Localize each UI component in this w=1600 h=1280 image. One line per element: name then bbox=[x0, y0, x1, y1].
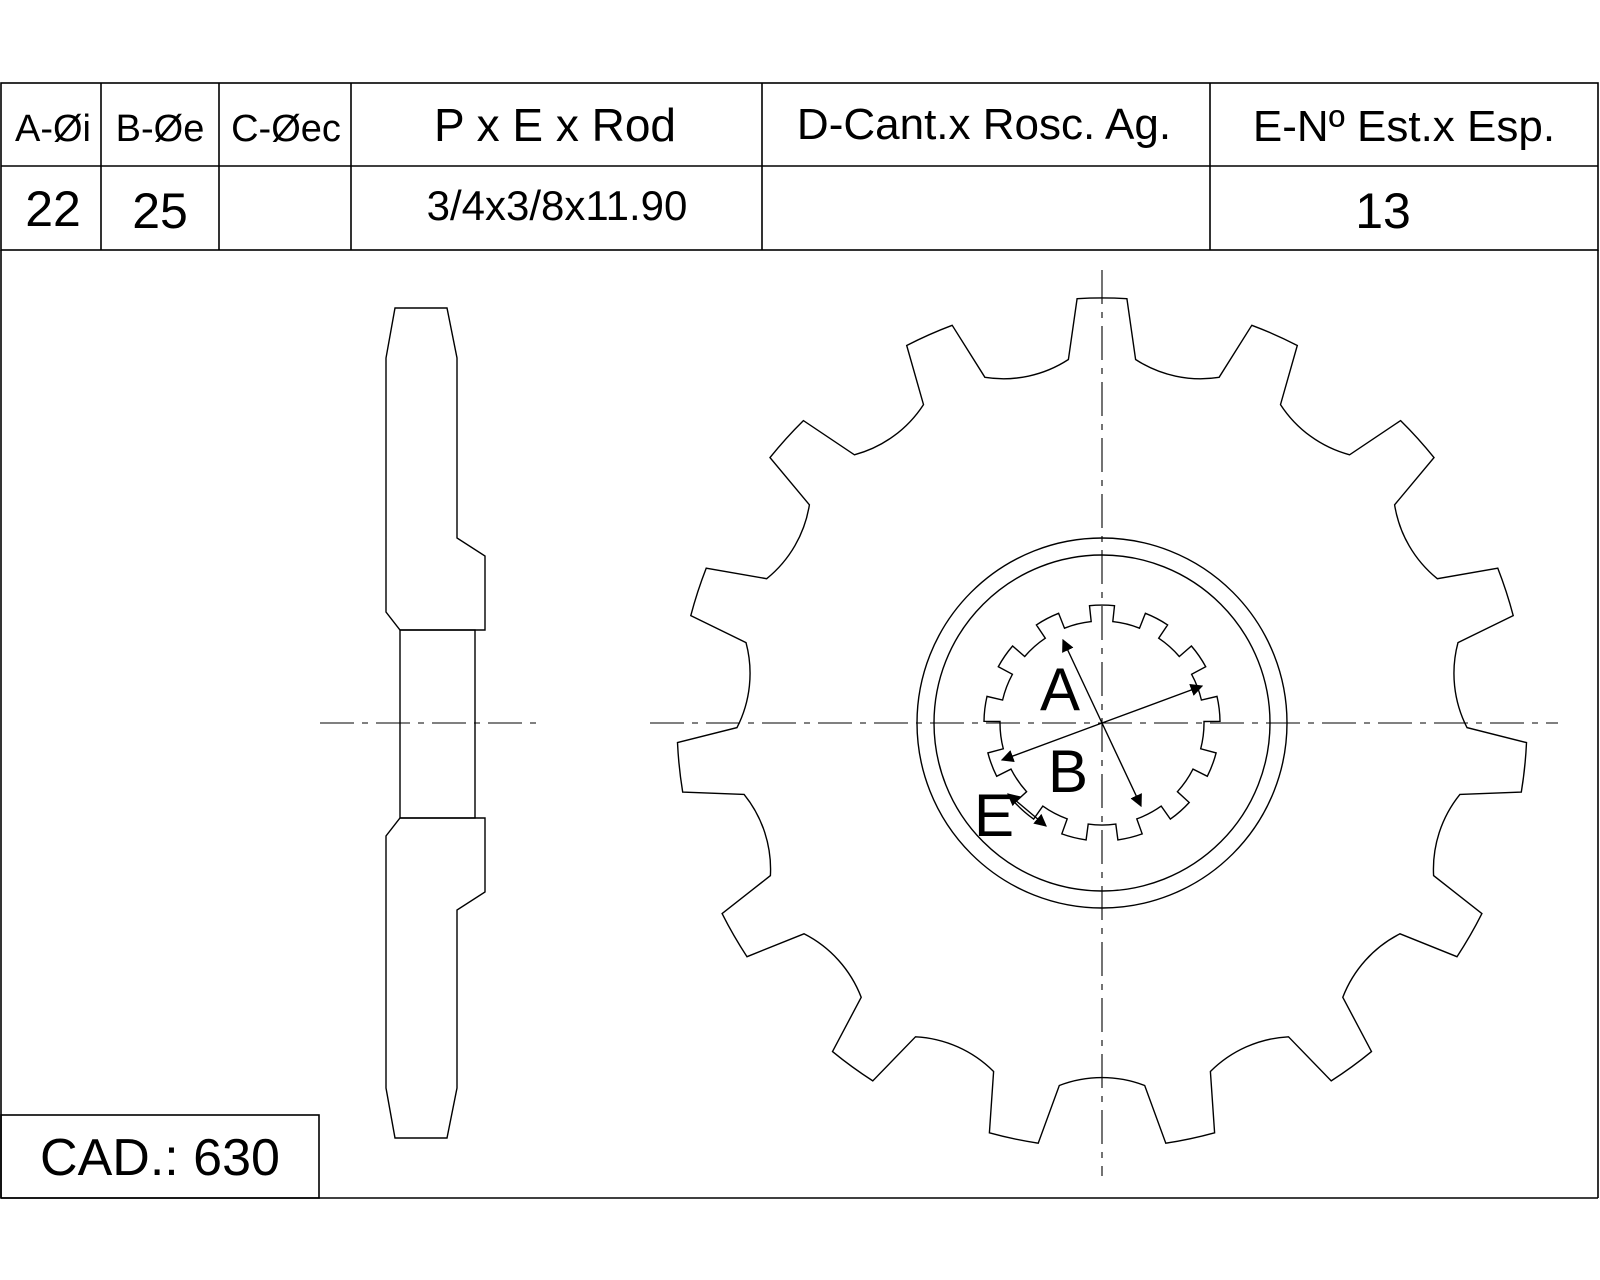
header-pitch-thickness-rod: P x E x Rod bbox=[434, 99, 676, 151]
chain-label: CAD.: 630 bbox=[40, 1129, 280, 1187]
header-d-thread: D-Cant.x Rosc. Ag. bbox=[797, 100, 1171, 149]
sprocket-outline bbox=[676, 297, 1528, 1144]
dimension-arrow-b-lower bbox=[1000, 722, 1103, 762]
dimension-arrow-a bbox=[1062, 638, 1103, 724]
dimension-arrow-b bbox=[1101, 684, 1204, 724]
label-b: B bbox=[1048, 738, 1088, 805]
drawing-frame bbox=[0, 250, 1599, 1199]
chain-label-frame bbox=[0, 1114, 320, 1199]
side-section-bottom bbox=[385, 817, 486, 1139]
sprocket-side-view bbox=[320, 307, 540, 1139]
side-section-top bbox=[385, 307, 486, 631]
header-e-splines: E-Nº Est.x Esp. bbox=[1253, 102, 1555, 151]
dimension-arrow-a-lower bbox=[1101, 722, 1142, 808]
dimension-arrow-e bbox=[1007, 793, 1047, 827]
value-b: 25 bbox=[132, 183, 188, 239]
header-c-diameter: C-Øec bbox=[231, 108, 341, 150]
label-a: A bbox=[1040, 656, 1080, 723]
side-bore bbox=[399, 629, 476, 819]
label-e: E bbox=[974, 782, 1014, 849]
chain-label-box: CAD.: 630 bbox=[0, 1114, 320, 1199]
sprocket-front-view: A B E bbox=[650, 270, 1558, 1176]
spec-table: A-Øi B-Øe C-Øec P x E x Rod D-Cant.x Ros… bbox=[0, 82, 1599, 251]
value-a: 22 bbox=[25, 181, 81, 237]
header-a-inner-diameter: A-Øi bbox=[15, 108, 91, 150]
value-pitch-thickness-rod: 3/4x3/8x11.90 bbox=[427, 182, 688, 229]
value-e: 13 bbox=[1355, 183, 1411, 239]
spline-bore-outline bbox=[983, 604, 1221, 841]
header-b-outer-diameter: B-Øe bbox=[116, 108, 205, 150]
